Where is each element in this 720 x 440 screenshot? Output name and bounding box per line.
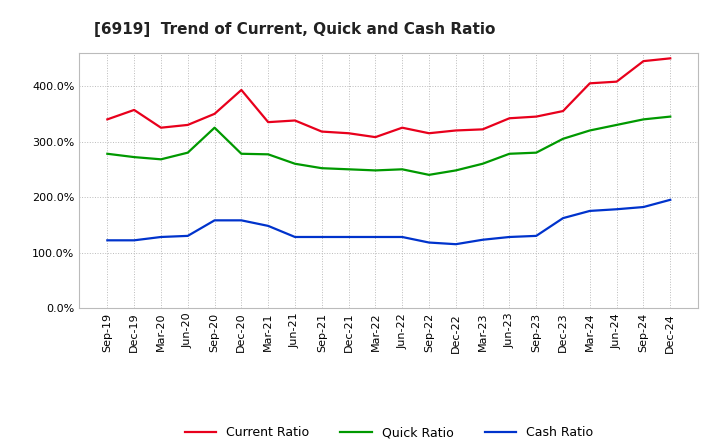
Cash Ratio <box>559 216 567 221</box>
Cash Ratio <box>612 207 621 212</box>
Quick Ratio <box>532 150 541 155</box>
Quick Ratio <box>210 125 219 130</box>
Current Ratio <box>639 59 648 64</box>
Line: Cash Ratio: Cash Ratio <box>107 200 670 244</box>
Cash Ratio <box>157 235 166 240</box>
Quick Ratio <box>612 122 621 128</box>
Current Ratio <box>264 120 272 125</box>
Cash Ratio <box>398 235 407 240</box>
Current Ratio <box>612 79 621 84</box>
Current Ratio <box>103 117 112 122</box>
Current Ratio <box>237 87 246 92</box>
Current Ratio <box>451 128 460 133</box>
Quick Ratio <box>371 168 379 173</box>
Current Ratio <box>478 127 487 132</box>
Current Ratio <box>398 125 407 130</box>
Quick Ratio <box>344 167 353 172</box>
Current Ratio <box>425 131 433 136</box>
Quick Ratio <box>291 161 300 166</box>
Current Ratio <box>344 131 353 136</box>
Legend: Current Ratio, Quick Ratio, Cash Ratio: Current Ratio, Quick Ratio, Cash Ratio <box>180 422 598 440</box>
Current Ratio <box>210 111 219 117</box>
Cash Ratio <box>237 218 246 223</box>
Cash Ratio <box>264 223 272 228</box>
Current Ratio <box>505 116 514 121</box>
Cash Ratio <box>585 208 594 213</box>
Cash Ratio <box>184 233 192 238</box>
Quick Ratio <box>505 151 514 156</box>
Cash Ratio <box>344 235 353 240</box>
Cash Ratio <box>291 235 300 240</box>
Current Ratio <box>666 56 675 61</box>
Cash Ratio <box>318 235 326 240</box>
Quick Ratio <box>451 168 460 173</box>
Line: Quick Ratio: Quick Ratio <box>107 117 670 175</box>
Cash Ratio <box>371 235 379 240</box>
Quick Ratio <box>425 172 433 177</box>
Current Ratio <box>585 81 594 86</box>
Quick Ratio <box>478 161 487 166</box>
Current Ratio <box>184 122 192 128</box>
Cash Ratio <box>639 205 648 210</box>
Cash Ratio <box>103 238 112 243</box>
Quick Ratio <box>157 157 166 162</box>
Cash Ratio <box>451 242 460 247</box>
Cash Ratio <box>505 235 514 240</box>
Current Ratio <box>291 118 300 123</box>
Cash Ratio <box>425 240 433 245</box>
Current Ratio <box>532 114 541 119</box>
Cash Ratio <box>478 237 487 242</box>
Cash Ratio <box>532 233 541 238</box>
Quick Ratio <box>237 151 246 156</box>
Current Ratio <box>157 125 166 130</box>
Quick Ratio <box>184 150 192 155</box>
Quick Ratio <box>264 152 272 157</box>
Current Ratio <box>559 108 567 114</box>
Quick Ratio <box>318 165 326 171</box>
Quick Ratio <box>585 128 594 133</box>
Quick Ratio <box>559 136 567 141</box>
Cash Ratio <box>210 218 219 223</box>
Quick Ratio <box>639 117 648 122</box>
Current Ratio <box>318 129 326 134</box>
Current Ratio <box>130 107 138 113</box>
Quick Ratio <box>666 114 675 119</box>
Text: [6919]  Trend of Current, Quick and Cash Ratio: [6919] Trend of Current, Quick and Cash … <box>94 22 495 37</box>
Cash Ratio <box>666 197 675 202</box>
Quick Ratio <box>398 167 407 172</box>
Quick Ratio <box>130 154 138 160</box>
Cash Ratio <box>130 238 138 243</box>
Quick Ratio <box>103 151 112 156</box>
Current Ratio <box>371 135 379 140</box>
Line: Current Ratio: Current Ratio <box>107 59 670 137</box>
